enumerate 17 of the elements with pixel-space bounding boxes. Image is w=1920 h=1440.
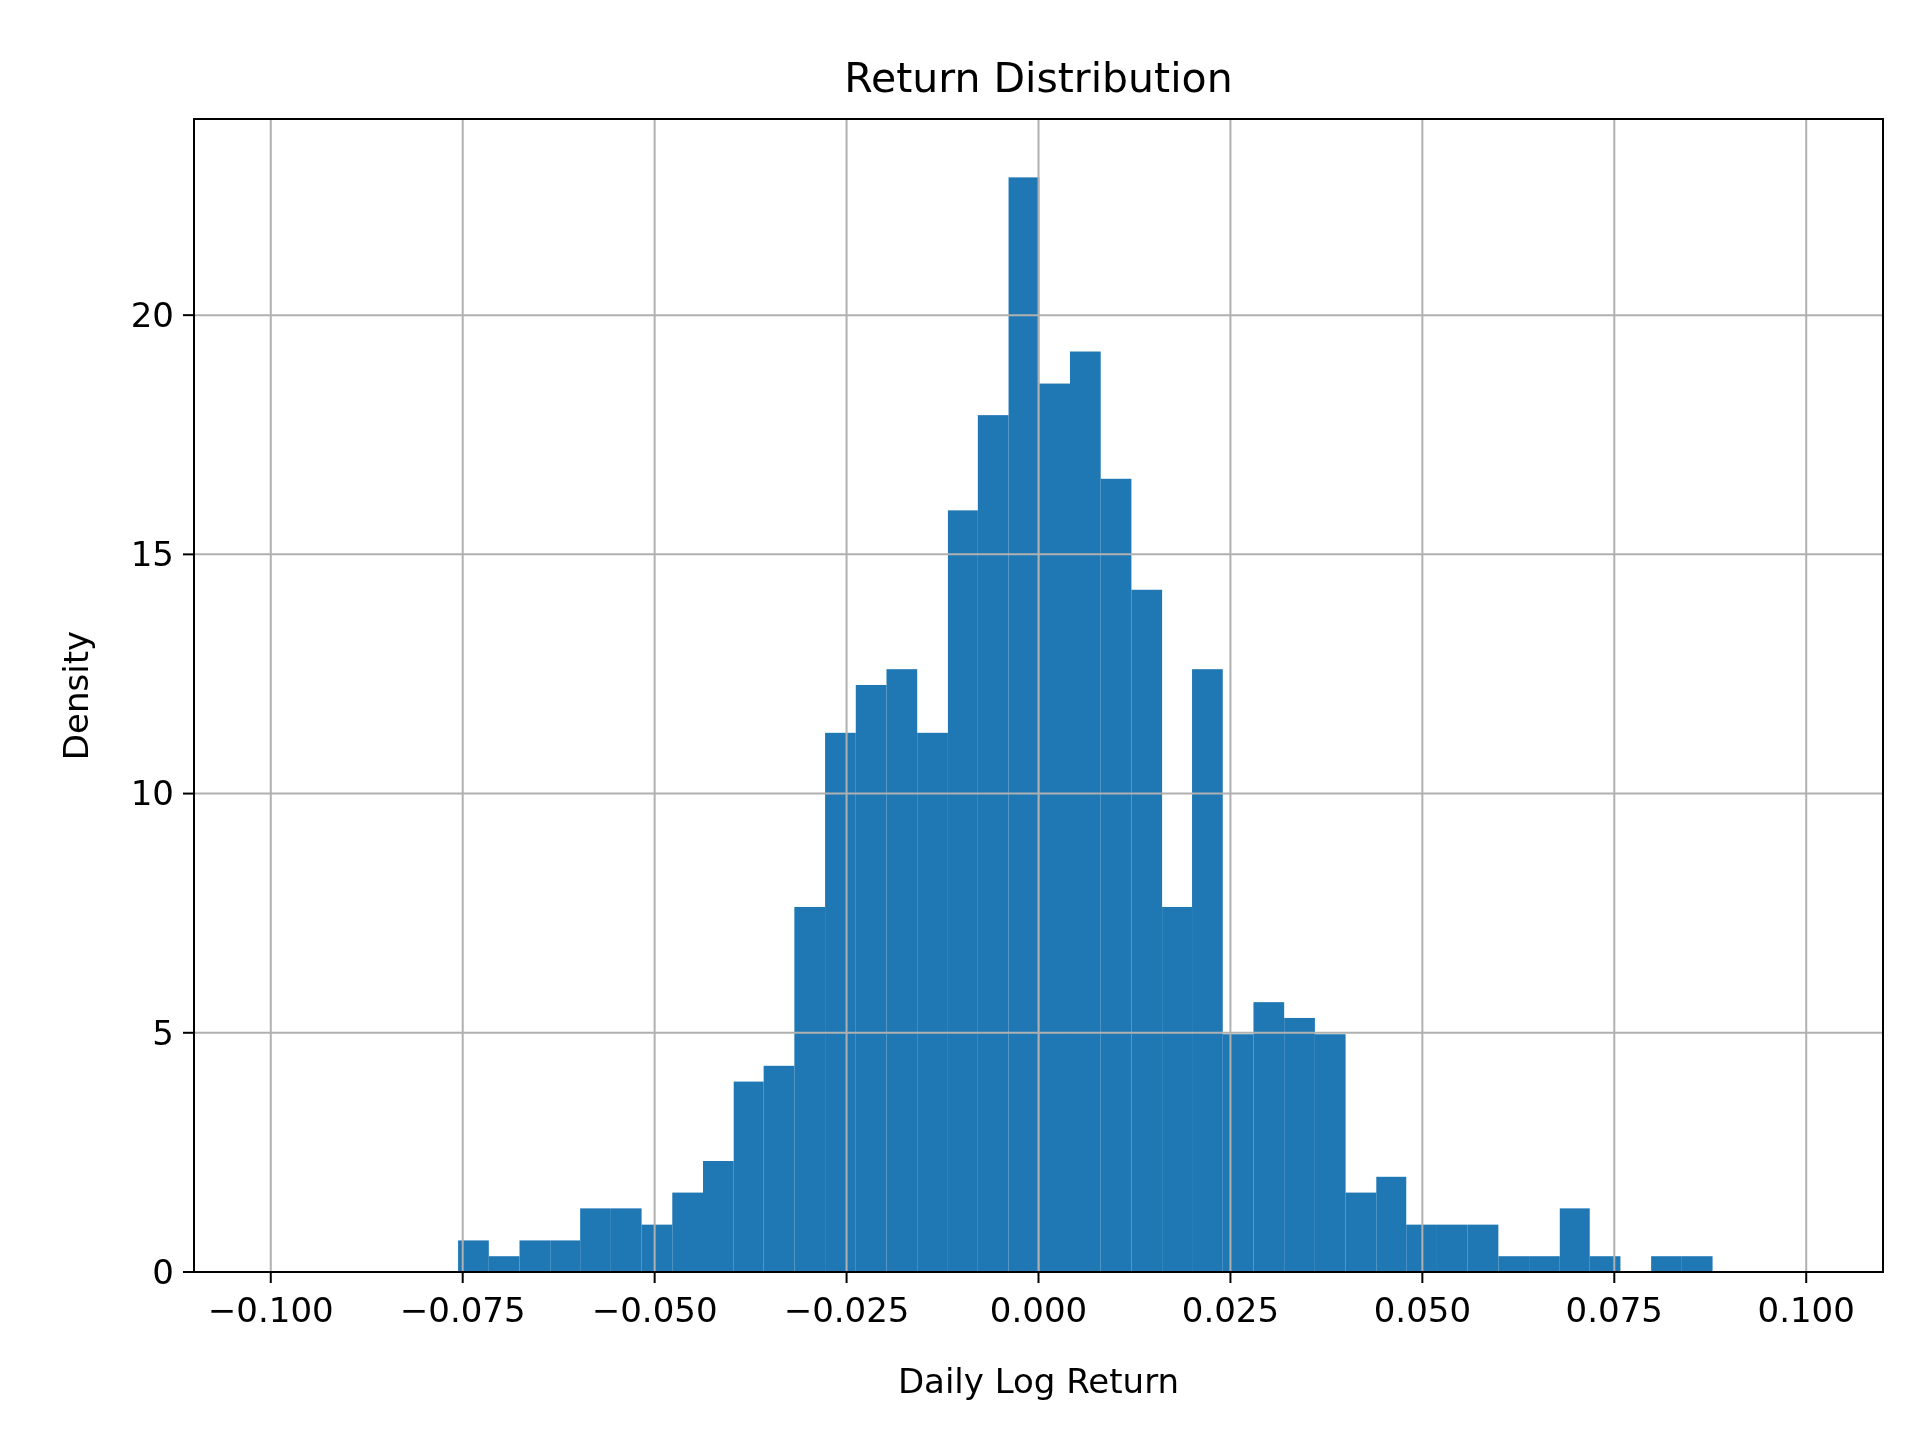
x-tick-label: 0.025 — [1181, 1290, 1280, 1330]
y-tick-label: 20 — [130, 295, 174, 336]
x-tick-label: −0.100 — [207, 1290, 334, 1330]
chart-title: Return Distribution — [844, 54, 1233, 102]
y-tick-label: 0 — [152, 1251, 174, 1292]
y-tick-label: 15 — [130, 534, 174, 575]
x-axis-title: Daily Log Return — [897, 1361, 1180, 1401]
x-tick-label: 0.100 — [1757, 1290, 1855, 1330]
x-tick-label: 0.000 — [989, 1290, 1088, 1330]
y-tick-label: 10 — [130, 773, 174, 814]
y-tick-label: 5 — [152, 1012, 174, 1053]
x-tick-label: −0.075 — [399, 1290, 526, 1330]
x-tick-label: −0.025 — [783, 1290, 910, 1330]
x-tick-label: 0.075 — [1565, 1290, 1663, 1330]
y-axis-title: Density — [56, 630, 96, 761]
x-tick-label: −0.050 — [591, 1290, 718, 1330]
x-tick-label: 0.050 — [1373, 1290, 1472, 1330]
